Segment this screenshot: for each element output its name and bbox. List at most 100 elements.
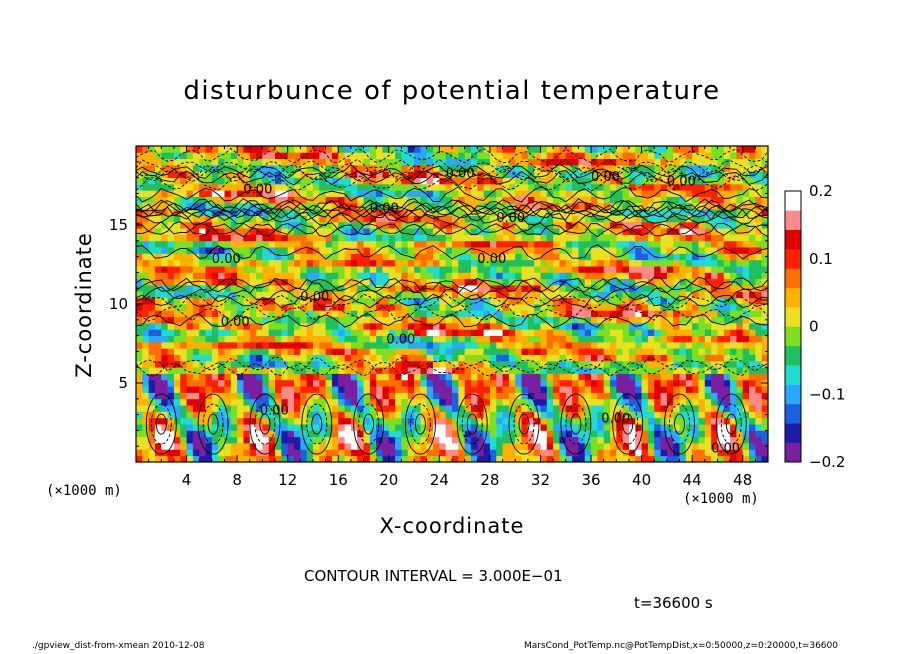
heatmap-cell [591, 228, 598, 235]
heatmap-cell [666, 278, 674, 286]
heatmap-cell [470, 152, 478, 160]
heatmap-cell [749, 411, 756, 419]
heatmap-cell [414, 272, 421, 280]
heatmap-cell [622, 417, 630, 425]
heatmap-cell [635, 228, 642, 235]
heatmap-cell [388, 240, 396, 248]
heatmap-cell [534, 215, 541, 223]
heatmap-cell [502, 367, 510, 374]
heatmap-cell [287, 417, 295, 425]
heatmap-cell [275, 449, 282, 457]
heatmap-cell [369, 398, 377, 406]
heatmap-cell [344, 247, 352, 254]
heatmap-cell [723, 398, 731, 406]
heatmap-cell [256, 417, 263, 425]
heatmap-cell [584, 228, 592, 235]
heatmap-cell [281, 436, 289, 444]
heatmap-cell [382, 322, 390, 330]
heatmap-cell [723, 386, 731, 393]
heatmap-cell [502, 247, 510, 254]
heatmap-cell [395, 354, 402, 362]
heatmap-cell [723, 430, 731, 438]
heatmap-cell [458, 304, 466, 311]
heatmap-cell [218, 443, 225, 450]
heatmap-cell [344, 360, 352, 368]
heatmap-cell [730, 443, 737, 450]
heatmap-cell [711, 443, 718, 450]
heatmap-cell [433, 152, 440, 160]
heatmap-cell [224, 266, 232, 273]
heatmap-cell [180, 367, 187, 374]
heatmap-cell [666, 329, 674, 336]
heatmap-cell [331, 304, 339, 311]
heatmap-cell [647, 373, 655, 381]
heatmap-cell [610, 316, 617, 324]
heatmap-cell [458, 417, 466, 425]
heatmap-cell [224, 398, 232, 406]
heatmap-cell [464, 392, 472, 400]
heatmap-cell [237, 354, 244, 362]
heatmap-cell [306, 449, 314, 457]
heatmap-cell [426, 335, 434, 343]
heatmap-cell [407, 234, 415, 242]
heatmap-cell [565, 373, 573, 381]
heatmap-cell [230, 443, 238, 450]
heatmap-cell [325, 152, 333, 160]
heatmap-cell [489, 335, 497, 343]
heatmap-cell [641, 228, 649, 235]
heatmap-cell [483, 297, 491, 305]
heatmap-cell [407, 405, 415, 412]
heatmap-cell [230, 152, 238, 160]
heatmap-cell [761, 240, 768, 248]
heatmap-cell [445, 152, 453, 160]
heatmap-cell [591, 367, 598, 374]
heatmap-cell [654, 405, 661, 412]
heatmap-cell [603, 322, 611, 330]
heatmap-cell [755, 348, 763, 355]
heatmap-cell [496, 304, 503, 311]
heatmap-cell [496, 272, 503, 280]
heatmap-cell [477, 164, 484, 172]
heatmap-cell [559, 304, 567, 311]
heatmap-cell [211, 253, 219, 261]
heatmap-cell [647, 443, 655, 450]
heatmap-cell [666, 360, 674, 368]
heatmap-cell [426, 259, 434, 267]
heatmap-cell [262, 152, 270, 160]
heatmap-cell [711, 183, 718, 191]
heatmap-cell [534, 278, 541, 286]
heatmap-cell [173, 348, 181, 355]
heatmap-cell [553, 297, 560, 305]
heatmap-cell [470, 215, 478, 223]
heatmap-cell [616, 436, 624, 444]
heatmap-cell [376, 316, 383, 324]
heatmap-cell [256, 272, 263, 280]
heatmap-cell [325, 455, 333, 462]
heatmap-cell [167, 310, 175, 318]
heatmap-cell [540, 373, 548, 381]
heatmap-cell [338, 322, 345, 330]
heatmap-cell [610, 367, 617, 374]
heatmap-cell [300, 316, 308, 324]
heatmap-cell [414, 373, 421, 381]
heatmap-cell [673, 291, 680, 299]
heatmap-cell [205, 398, 213, 406]
heatmap-cell [180, 221, 187, 229]
heatmap-cell [344, 348, 352, 355]
heatmap-cell [692, 158, 699, 166]
heatmap-cell [192, 316, 200, 324]
heatmap-cell [148, 158, 156, 166]
heatmap-cell [331, 272, 339, 280]
heatmap-cell [559, 152, 567, 160]
heatmap-cell [331, 335, 339, 343]
heatmap-cell [439, 259, 447, 267]
heatmap-cell [363, 266, 371, 273]
heatmap-cell [546, 411, 554, 419]
heatmap-cell [452, 392, 459, 400]
heatmap-cell [464, 436, 472, 444]
heatmap-cell [294, 373, 301, 381]
heatmap-cell [237, 341, 244, 349]
heatmap-cell [458, 221, 466, 229]
heatmap-cell [142, 367, 150, 374]
heatmap-cell [546, 329, 554, 336]
